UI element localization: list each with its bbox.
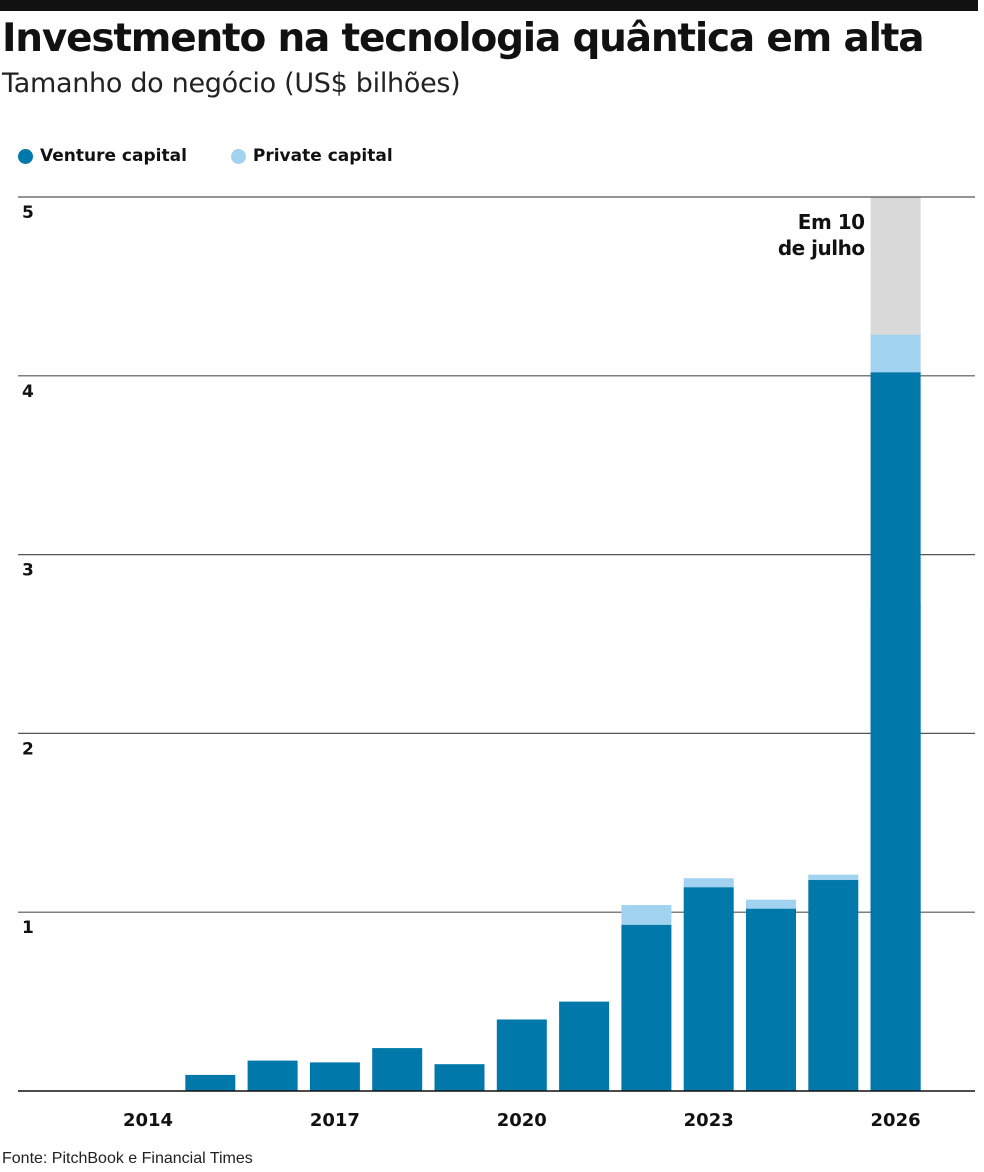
bar-2020-venture (496, 1019, 547, 1091)
annotation-line-1: Em 10 (798, 210, 865, 234)
y-tick-label-2: 2 (22, 739, 34, 759)
legend-swatch-venture-capital (18, 148, 33, 164)
chart-title: Investmento na tecnologia quântica em al… (2, 16, 925, 61)
bar-2021-venture (559, 1001, 610, 1091)
x-tick-label-2014: 2014 (123, 1110, 173, 1131)
x-tick-label-2026: 2026 (871, 1110, 921, 1131)
top-rule (0, 0, 978, 11)
y-tick-label-1: 1 (22, 918, 34, 938)
legend-swatch-private-capital (230, 148, 246, 164)
y-tick-label-5: 5 (22, 203, 34, 223)
x-tick-label-2017: 2017 (310, 1110, 360, 1131)
bar-2022-venture (621, 924, 672, 1091)
bar-2026-private (870, 334, 921, 373)
legend-label-venture-capital: Venture capital (40, 146, 187, 166)
source-note: Fonte: PitchBook e Financial Times (2, 1150, 253, 1167)
annotation-line-2: de julho (778, 236, 865, 260)
bar-2022-private (621, 905, 672, 925)
bar-2025-venture (808, 880, 859, 1091)
bar-2023-venture (683, 887, 734, 1091)
bar-2026-partial (870, 602, 921, 1091)
bar-2017-venture (309, 1062, 360, 1091)
chart-subtitle: Tamanho do negócio (US$ bilhões) (2, 68, 461, 99)
bar-2024-private (746, 899, 796, 909)
bar-2018-venture (372, 1048, 423, 1091)
bar-2025-private (808, 874, 859, 881)
legend-item-private-capital: Private capital (230, 146, 393, 166)
chart-legend: Venture capital Private capital (18, 143, 437, 169)
legend-item-venture-capital: Venture capital (18, 146, 187, 166)
bar-2023-private (683, 878, 734, 888)
bar-2016-venture (247, 1060, 298, 1091)
y-tick-label-4: 4 (22, 382, 34, 402)
bar-2019-venture (434, 1064, 485, 1091)
bar-2015-venture (185, 1074, 236, 1091)
legend-label-private-capital: Private capital (252, 146, 393, 166)
x-tick-label-2023: 2023 (684, 1110, 734, 1131)
bar-2024-venture (746, 908, 796, 1091)
y-tick-label-3: 3 (22, 561, 34, 581)
x-tick-label-2020: 2020 (497, 1110, 547, 1131)
